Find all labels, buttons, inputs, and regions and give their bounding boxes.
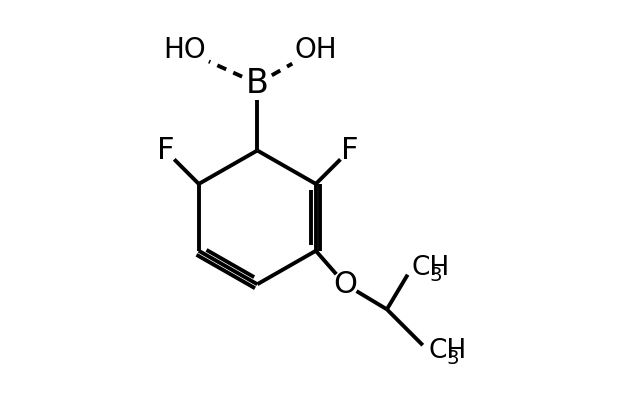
- Text: HO: HO: [163, 36, 205, 64]
- Text: O: O: [333, 270, 357, 299]
- Text: CH: CH: [429, 338, 467, 364]
- Text: 3: 3: [446, 349, 459, 368]
- Text: 3: 3: [429, 265, 442, 285]
- Text: OH: OH: [294, 36, 337, 64]
- Text: CH: CH: [412, 255, 450, 280]
- Text: B: B: [246, 67, 269, 100]
- Text: F: F: [157, 136, 174, 165]
- Text: F: F: [340, 136, 358, 165]
